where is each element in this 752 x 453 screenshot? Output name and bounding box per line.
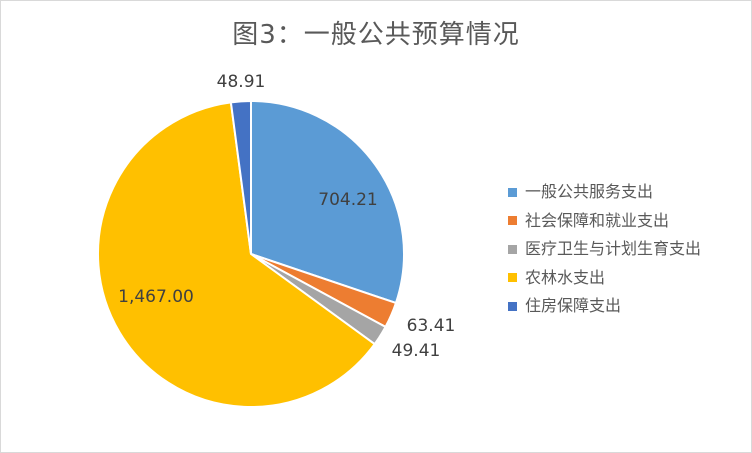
- legend-swatch: [508, 273, 517, 283]
- legend-swatch: [508, 244, 517, 254]
- legend-item: 农林水支出: [508, 264, 701, 293]
- data-labels: 704.21 63.41 49.41 1,467.00 48.91: [118, 72, 455, 361]
- legend-label: 住房保障支出: [525, 296, 622, 316]
- legend-swatch: [508, 216, 517, 226]
- legend-label: 医疗卫生与计划生育支出: [525, 239, 702, 259]
- pie-slice: [229, 99, 252, 255]
- legend: 一般公共服务支出 社会保障和就业支出医疗卫生与计划生育支出 农林水支出住房保障支出: [508, 178, 701, 321]
- data-label: 704.21: [318, 190, 377, 210]
- pie-slice: [250, 99, 405, 305]
- legend-label: 农林水支出: [525, 267, 606, 287]
- pie-slices: [97, 99, 405, 409]
- data-label: 49.41: [392, 341, 441, 361]
- pie-slice: [97, 101, 377, 409]
- data-label: 48.91: [217, 72, 266, 92]
- legend-label: 一般公共服务支出: [525, 182, 654, 202]
- legend-swatch: [508, 301, 517, 311]
- chart-title: 图3：一般公共预算情况: [232, 20, 520, 50]
- legend-label: 社会保障和就业支出: [525, 210, 670, 230]
- legend-item: 住房保障支出: [508, 292, 701, 321]
- legend-item: 医疗卫生与计划生育支出: [508, 235, 701, 264]
- data-label: 1,467.00: [118, 287, 194, 307]
- data-label: 63.41: [407, 316, 456, 336]
- legend-item: 社会保障和就业支出: [508, 207, 701, 236]
- legend-swatch: [508, 187, 517, 197]
- legend-item: 一般公共服务支出: [508, 178, 701, 207]
